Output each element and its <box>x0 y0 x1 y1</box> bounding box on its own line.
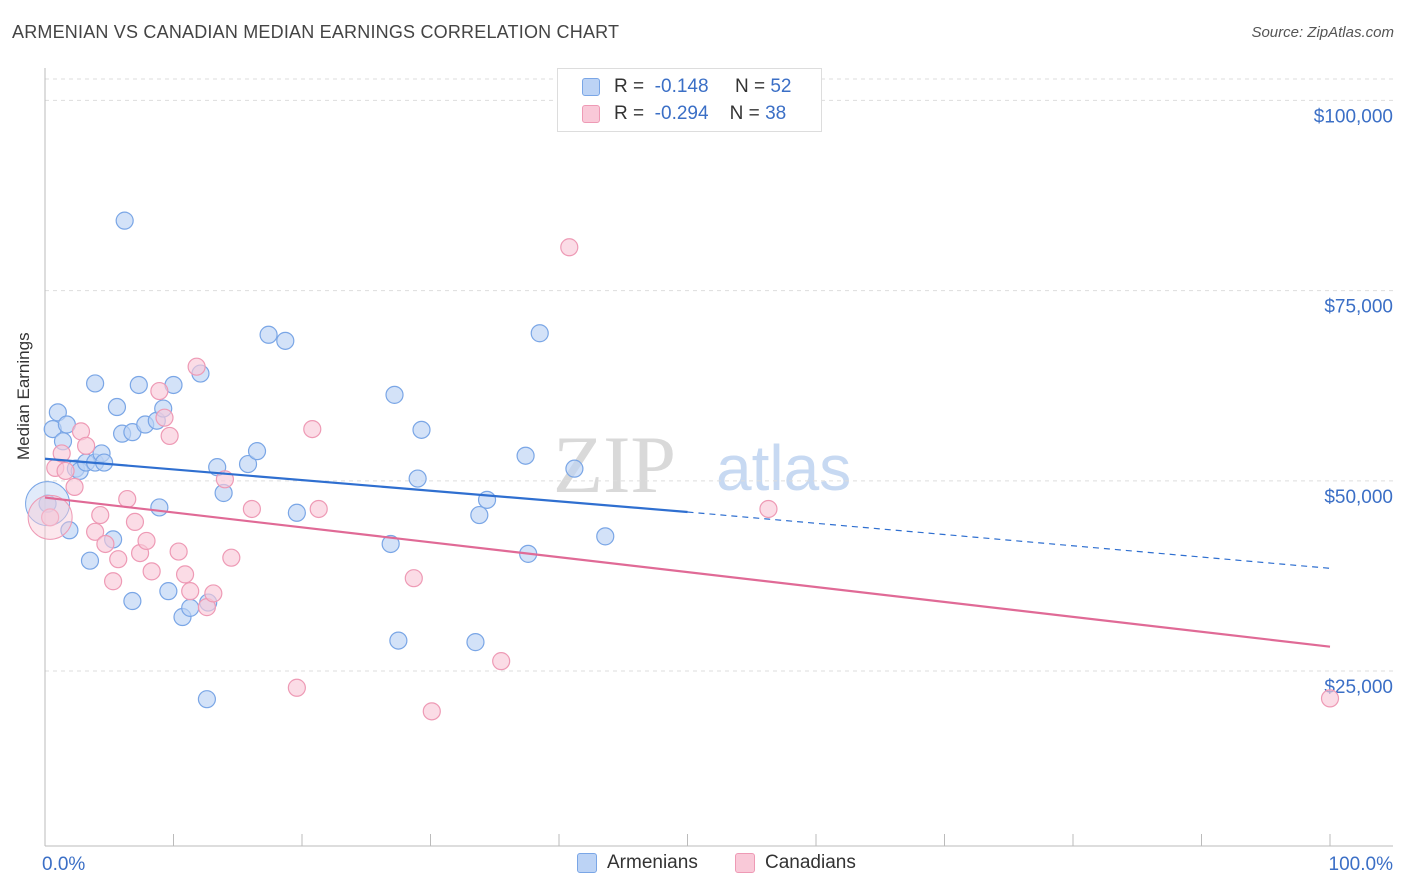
armenian-point <box>107 397 127 417</box>
armenian-point <box>247 442 267 461</box>
canadian-point <box>155 408 174 427</box>
canadian-point <box>65 477 84 497</box>
armenian-point <box>181 598 200 617</box>
armenian-point <box>565 459 584 478</box>
canadian-point <box>187 357 206 376</box>
legend-row-canadians: R = -0.294 N = 38 <box>582 102 786 126</box>
canadian-point <box>52 444 71 463</box>
source-label: Source: ZipAtlas.com <box>1251 24 1394 41</box>
canadian-large-point <box>27 494 73 540</box>
armenian-point <box>238 454 258 474</box>
legend-n-label: N = <box>729 103 760 124</box>
canadian-trend-line <box>44 496 1331 648</box>
canadian-point <box>204 584 223 603</box>
armenian-point <box>412 420 431 439</box>
y-tick-label: $100,000 <box>1314 106 1393 127</box>
canadian-point <box>169 542 188 561</box>
canadian-point <box>125 512 145 532</box>
legend-n-value-armenians: 52 <box>770 76 792 97</box>
armenian-point <box>389 631 408 650</box>
canadian-point <box>160 426 179 446</box>
armenians-legend-swatch <box>577 853 597 873</box>
y-tick-label: $75,000 <box>1324 297 1393 318</box>
canadians-swatch <box>582 105 600 123</box>
canadian-point <box>287 678 306 697</box>
armenian-point <box>276 331 295 350</box>
x-tick-label-min: 0.0% <box>42 854 85 875</box>
y-tick-label: $50,000 <box>1324 487 1393 508</box>
armenian-point <box>516 446 535 465</box>
armenian-point <box>470 505 489 525</box>
armenian-point <box>408 469 427 488</box>
legend-n-value-canadians: 38 <box>765 103 787 124</box>
armenian-point <box>123 591 142 611</box>
canadian-point <box>560 238 579 257</box>
armenian-point <box>259 325 278 344</box>
canadians-legend-label: Canadians <box>765 852 856 873</box>
canadian-point <box>309 499 328 519</box>
armenian-point <box>60 521 79 540</box>
canadian-point <box>422 702 441 721</box>
canadian-point <box>1320 689 1340 708</box>
bottom-legend-armenians[interactable]: Armenians <box>577 852 698 874</box>
canadian-point <box>96 534 115 554</box>
armenian-trend-line <box>44 457 688 514</box>
armenians-legend-label: Armenians <box>607 852 698 873</box>
canadian-point <box>150 381 169 401</box>
canadian-point <box>222 548 241 567</box>
canadian-point <box>175 565 195 584</box>
armenians-swatch <box>582 78 600 96</box>
canadian-point <box>91 505 110 525</box>
legend-r-label: R = <box>614 76 645 97</box>
watermark-atlas: atlas <box>716 432 851 504</box>
canadian-point <box>404 569 423 588</box>
canadian-point <box>104 572 123 591</box>
armenian-point <box>596 527 615 546</box>
correlation-legend: R = -0.148 N = 52 R = -0.294 N = 38 <box>557 68 822 132</box>
armenian-point <box>48 403 67 422</box>
armenian-point <box>129 375 148 395</box>
canadian-point <box>56 461 75 481</box>
armenian-point <box>466 633 485 652</box>
canadian-point <box>137 531 156 551</box>
canadian-point <box>109 550 128 569</box>
armenian-point <box>115 211 134 230</box>
legend-r-value-canadians: -0.294 <box>654 103 709 124</box>
armenian-point <box>150 498 169 517</box>
armenian-point <box>86 374 105 393</box>
armenian-point <box>197 690 217 709</box>
legend-r-value-armenians: -0.148 <box>654 76 709 97</box>
y-axis-label: Median Earnings <box>14 332 33 460</box>
armenian-point <box>159 582 178 601</box>
series-canadians <box>27 238 1340 721</box>
armenian-point <box>287 503 306 522</box>
armenian-point <box>385 385 404 404</box>
canadian-point <box>759 499 778 519</box>
legend-n-label: N = <box>734 76 766 97</box>
legend-r-label: R = <box>614 103 645 124</box>
bottom-legend-canadians[interactable]: Canadians <box>735 852 856 874</box>
armenian-point <box>381 534 400 554</box>
legend-row-armenians: R = -0.148 N = 52 <box>582 75 791 99</box>
series-armenians <box>25 211 615 709</box>
armenian-point <box>80 551 100 570</box>
canadian-point <box>181 582 200 601</box>
canadian-point <box>41 508 60 527</box>
canadian-point <box>118 489 137 509</box>
armenian-trend-extension <box>687 511 1331 569</box>
canadian-point <box>142 562 161 581</box>
canadian-point <box>242 499 261 519</box>
canadians-legend-swatch <box>735 853 755 873</box>
y-tick-label: $25,000 <box>1324 677 1393 698</box>
canadian-point <box>303 419 322 439</box>
canadian-point <box>86 522 105 541</box>
armenian-point <box>530 324 549 343</box>
chart-title: ARMENIAN VS CANADIAN MEDIAN EARNINGS COR… <box>12 22 620 42</box>
x-tick-label-max: 100.0% <box>1329 854 1394 875</box>
canadian-point <box>77 436 96 455</box>
canadian-point <box>492 652 511 671</box>
